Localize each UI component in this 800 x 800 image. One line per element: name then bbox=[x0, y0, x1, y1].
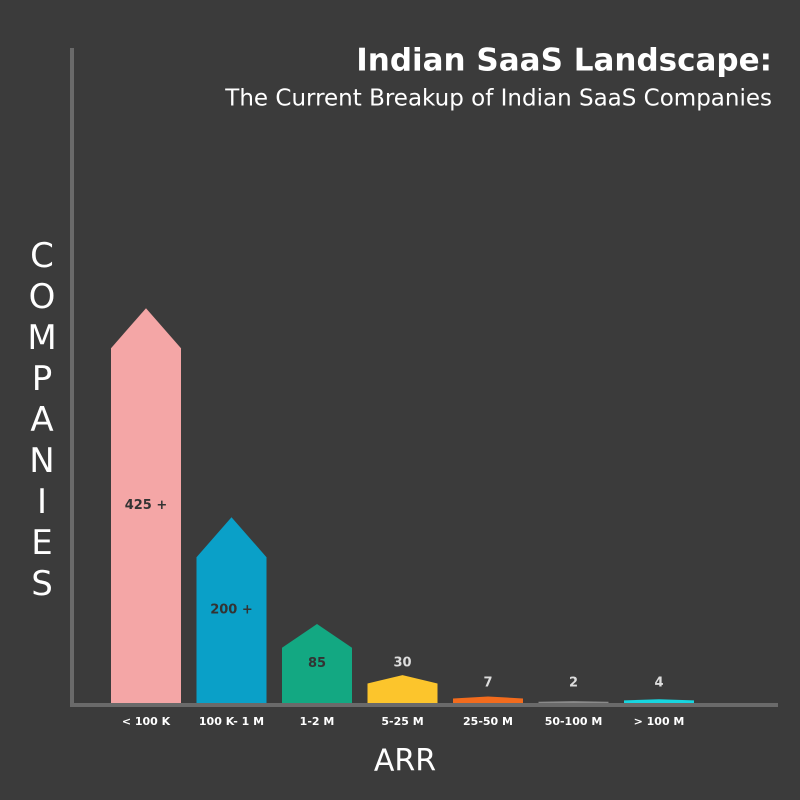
value-label: 2 bbox=[569, 676, 578, 691]
x-tick-label: > 100 M bbox=[634, 715, 685, 728]
bar bbox=[453, 696, 523, 703]
x-tick-label: 5-25 M bbox=[381, 715, 423, 728]
x-tick-label: < 100 K bbox=[122, 715, 171, 728]
chart-subtitle: The Current Breakup of Indian SaaS Compa… bbox=[224, 86, 772, 112]
chart-title: Indian SaaS Landscape: bbox=[356, 43, 772, 79]
x-tick-label: 1-2 M bbox=[300, 715, 335, 728]
value-label: 4 bbox=[654, 676, 663, 691]
bar bbox=[367, 675, 438, 703]
bar bbox=[538, 701, 609, 703]
bar bbox=[196, 517, 267, 703]
bar bbox=[111, 308, 181, 703]
value-label: 425 + bbox=[125, 498, 168, 513]
value-label: 85 bbox=[308, 656, 326, 671]
value-label: 7 bbox=[483, 676, 492, 691]
bar bbox=[624, 699, 694, 703]
value-label: 200 + bbox=[210, 603, 253, 618]
y-axis-label: COMPANIES bbox=[22, 236, 62, 605]
x-tick-label: 50-100 M bbox=[545, 715, 603, 728]
x-tick-label: 25-50 M bbox=[463, 715, 513, 728]
value-label: 30 bbox=[393, 656, 411, 671]
bar bbox=[282, 624, 352, 703]
x-axis-label: ARR bbox=[374, 744, 436, 779]
x-tick-label: 100 K- 1 M bbox=[199, 715, 264, 728]
